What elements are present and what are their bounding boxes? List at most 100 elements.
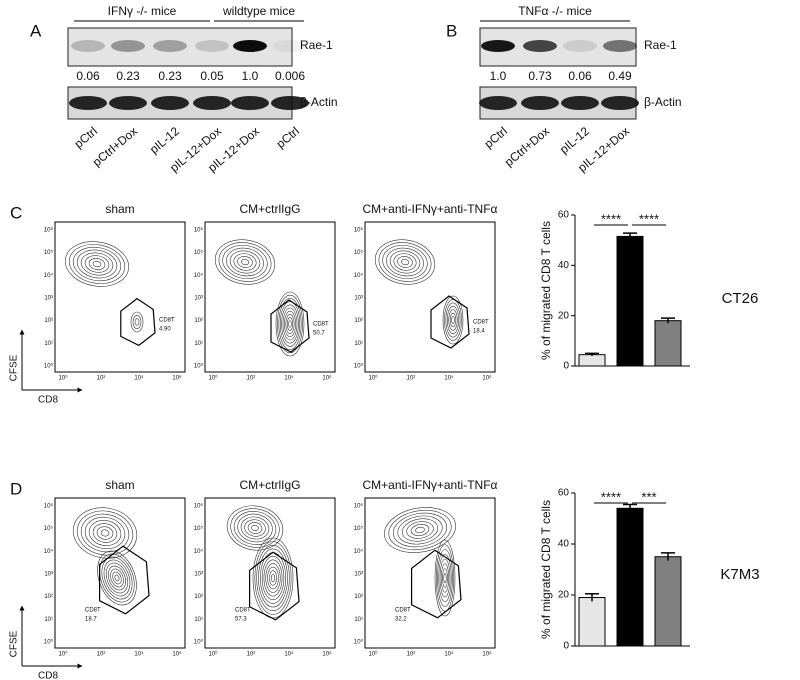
contour	[285, 314, 295, 334]
error-bar	[585, 352, 599, 356]
y-tick-label: 10¹	[44, 617, 53, 623]
contour	[222, 244, 268, 280]
contour	[64, 241, 130, 287]
contour	[279, 301, 301, 347]
contour	[254, 541, 292, 615]
contour	[218, 242, 272, 282]
contour	[265, 563, 281, 593]
y-tick-label: 10¹	[354, 341, 363, 347]
y-tick-label: 10⁴	[44, 272, 54, 279]
contour	[397, 515, 443, 545]
contour	[101, 556, 133, 600]
x-tick-label: 10²	[97, 376, 106, 382]
contour-plot	[214, 239, 305, 357]
quantity: 1.0	[242, 69, 259, 83]
contour	[226, 505, 284, 551]
x-tick-label: 10²	[247, 376, 256, 382]
x-tick-label: 10²	[247, 652, 256, 658]
contour	[76, 249, 118, 279]
y-tick-label: 10⁰	[44, 363, 54, 370]
plot-frame	[204, 497, 336, 649]
x-tick-label: 10²	[407, 376, 416, 382]
contour	[384, 507, 456, 553]
contour	[108, 565, 126, 591]
contour	[397, 256, 413, 268]
contour	[261, 555, 285, 601]
group-label: TNFα -/- mice	[518, 4, 592, 18]
x-tick-label: 10⁰	[208, 375, 218, 382]
contour	[72, 246, 122, 282]
y-tick-label: 0	[563, 361, 569, 372]
contour	[448, 309, 458, 331]
x-axis-label: CD8	[38, 671, 58, 680]
group-label: IFNγ -/- mice	[108, 4, 177, 18]
contour	[434, 539, 456, 617]
contour	[237, 513, 273, 543]
y-tick-label: 60	[558, 210, 570, 221]
panel-letter: C	[10, 203, 22, 222]
y-tick-label: 10²	[44, 594, 53, 600]
x-tick-label: 10⁴	[284, 651, 294, 658]
cell-line: K7M3	[720, 566, 759, 583]
contour	[229, 250, 261, 274]
x-tick-label: 10⁰	[368, 651, 378, 658]
error-bar	[623, 232, 637, 240]
y-tick-label: 0	[563, 641, 569, 652]
gate-label: CD8T	[159, 318, 175, 324]
y-tick-label: 40	[558, 260, 570, 271]
contour	[269, 570, 277, 586]
band	[271, 96, 309, 110]
gate	[249, 551, 300, 621]
x-tick-label: 10⁶	[322, 651, 332, 658]
contour	[230, 508, 280, 548]
y-tick-label: 20	[558, 310, 570, 321]
contour	[112, 571, 122, 585]
contour	[446, 305, 460, 335]
quantity: 0.006	[275, 69, 305, 83]
gate-percent: 32.2	[395, 617, 407, 623]
lane-label: pIL-12	[557, 124, 592, 157]
gate-label: CD8T	[235, 608, 251, 614]
contour	[445, 302, 461, 338]
contour-plot	[64, 241, 144, 333]
band	[273, 40, 307, 52]
contour	[378, 242, 432, 282]
x-tick-label: 10⁰	[208, 651, 218, 658]
contour	[88, 520, 122, 546]
gate-percent: 18.7	[85, 617, 97, 623]
quantity: 1.0	[490, 69, 507, 83]
quantity: 0.05	[200, 69, 224, 83]
y-tick-label: 10⁰	[354, 363, 364, 370]
y-tick-label: 10³	[194, 572, 203, 578]
x-tick-label: 10⁴	[444, 651, 454, 658]
plot-title: CM+ctrlIgG	[239, 202, 300, 216]
contour	[440, 563, 450, 593]
contour	[438, 553, 452, 603]
y-tick-label: 10⁶	[44, 503, 54, 510]
y-tick-label: 10⁶	[194, 227, 204, 234]
gate-percent: 18.4	[473, 329, 485, 335]
contour	[226, 247, 264, 277]
contour	[114, 574, 120, 582]
y-tick-label: 10¹	[44, 341, 53, 347]
gate-label: CD8T	[313, 322, 329, 328]
contour	[84, 516, 126, 550]
x-tick-label: 10⁶	[172, 375, 182, 382]
contour	[288, 320, 292, 328]
x-tick-label: 10⁰	[58, 651, 68, 658]
y-tick-label: 10⁶	[354, 227, 364, 234]
contour	[72, 507, 138, 559]
band	[479, 96, 517, 110]
y-axis-label: CFSE	[9, 630, 20, 657]
y-tick-label: 10²	[194, 318, 203, 324]
y-tick-label: 10⁴	[194, 548, 204, 555]
panel-letter: D	[10, 479, 22, 498]
x-tick-label: 10⁰	[58, 375, 68, 382]
contour	[275, 291, 305, 357]
contour-plot	[72, 507, 138, 606]
contour	[88, 258, 106, 270]
error-bar	[623, 503, 637, 513]
plot-frame	[364, 221, 496, 373]
